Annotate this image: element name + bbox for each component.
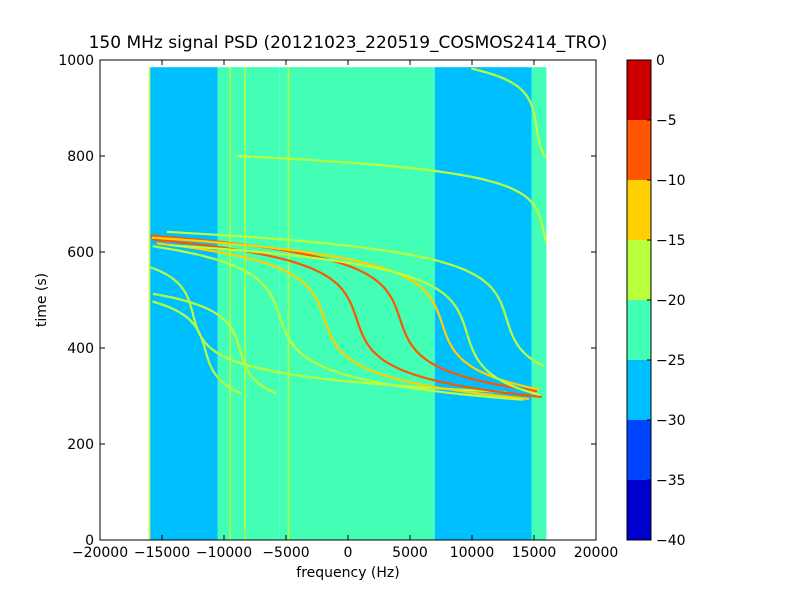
colorbar-segment: [627, 240, 651, 300]
x-axis-label: frequency (Hz): [296, 565, 399, 581]
colorbar-segment: [627, 480, 651, 540]
y-tick-label: 400: [67, 341, 94, 357]
y-tick-label: 200: [67, 437, 94, 453]
colorbar: −40 −35 −30 −25 −20 −15 −10 −5 0: [626, 53, 686, 549]
x-tick-label: −15000: [134, 545, 190, 561]
doppler-trace: [152, 238, 542, 399]
x-tick-label: 15000: [512, 545, 557, 561]
colorbar-tick-label: 0: [656, 53, 665, 69]
x-tick-label: −5000: [262, 545, 309, 561]
y-axis-label: time (s): [34, 273, 50, 327]
doppler-trace: [471, 67, 547, 158]
background-band: [531, 67, 547, 540]
doppler-trace: [152, 245, 524, 401]
colorbar-tick-label: −10: [656, 173, 686, 189]
background-band: [217, 67, 280, 540]
colorbar-segment: [627, 420, 651, 480]
x-tick-label: −20000: [72, 545, 128, 561]
colorbar-segment: [627, 180, 651, 240]
colorbar-segment: [627, 360, 651, 420]
doppler-trace: [150, 266, 507, 394]
x-tick-label: 5000: [392, 545, 428, 561]
colorbar-segment: [627, 60, 651, 120]
y-axis: 0 200 400 600 800 1000: [58, 53, 596, 549]
x-tick-label: 20000: [574, 545, 619, 561]
colorbar-tick-label: −5: [656, 113, 677, 129]
heatmap-cells: [148, 67, 548, 540]
doppler-trace: [152, 300, 243, 395]
colorbar-tick-label: −30: [656, 413, 686, 429]
y-tick-label: 600: [67, 245, 94, 261]
doppler-trace: [152, 236, 539, 391]
x-axis: −20000 −15000 −10000 −5000 0 5000 10000 15000 20…: [72, 60, 618, 561]
doppler-trace: [235, 154, 548, 243]
doppler-trace: [166, 230, 545, 368]
x-tick-label: −10000: [196, 545, 252, 561]
colorbar-tick-label: −25: [656, 353, 686, 369]
x-tick-label: 10000: [450, 545, 495, 561]
chart-title: 150 MHz signal PSD (20121023_220519_COSM…: [89, 33, 608, 53]
y-tick-label: 0: [85, 533, 94, 549]
doppler-trace: [152, 292, 277, 395]
colorbar-segment: [627, 300, 651, 360]
y-tick-label: 1000: [58, 53, 94, 69]
background-band: [434, 67, 532, 540]
colorbar-segment: [627, 120, 651, 180]
heatmap-plot-area: [99, 59, 597, 541]
y-tick-label: 800: [67, 149, 94, 165]
background-band: [279, 67, 435, 540]
colorbar-tick-label: −15: [656, 233, 686, 249]
colorbar-tick-label: −20: [656, 293, 686, 309]
doppler-trace: [156, 242, 530, 400]
colorbar-tick-label: −35: [656, 473, 686, 489]
doppler-trace: [170, 244, 541, 397]
colorbar-tick-label: −40: [656, 533, 686, 549]
x-tick-label: 0: [344, 545, 353, 561]
